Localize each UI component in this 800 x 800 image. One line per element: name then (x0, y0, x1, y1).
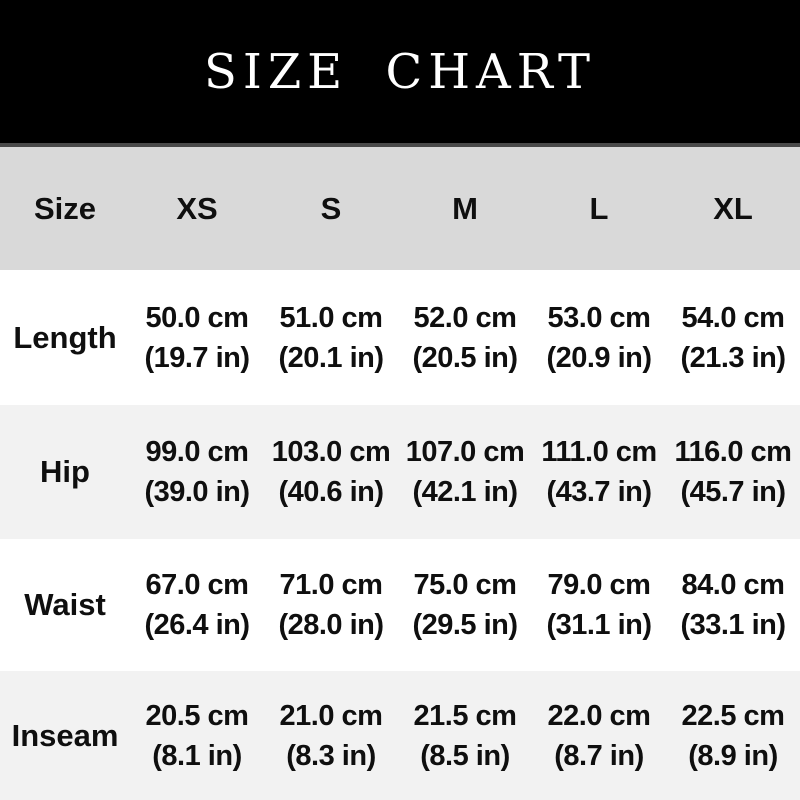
cm-value: 103.0 cm (271, 436, 391, 468)
measurement-cell-inseam-xs: 20.5 cm (8.1 in) (130, 696, 264, 776)
in-value: (33.1 in) (680, 609, 786, 641)
measurement-cell-length-s: 51.0 cm (20.1 in) (264, 298, 398, 378)
cm-value: 21.0 cm (279, 699, 383, 732)
in-value: (20.1 in) (278, 341, 384, 374)
measurement-cell-inseam-xl: 22.5 cm (8.9 in) (666, 696, 800, 776)
measurement-cell-hip-l: 111.0 cm (43.7 in) (532, 432, 666, 512)
cm-value: 71.0 cm (279, 569, 383, 601)
measurement-cell-length-m: 52.0 cm (20.5 in) (398, 298, 532, 378)
row-label-hip: Hip (40, 454, 90, 489)
in-value: (43.7 in) (546, 476, 652, 508)
measurement-cell-inseam-l: 22.0 cm (8.7 in) (532, 696, 666, 776)
cm-value: 54.0 cm (681, 301, 785, 334)
in-value: (8.1 in) (152, 739, 242, 772)
measurement-cell-hip-xs: 99.0 cm (39.0 in) (130, 432, 264, 512)
row-label-waist: Waist (24, 587, 106, 622)
cm-value: 99.0 cm (145, 436, 249, 468)
row-label-inseam: Inseam (11, 717, 119, 753)
title-banner: SIZE CHART (0, 0, 800, 143)
table-row-length: Length 50.0 cm (19.7 in) 51.0 cm (20.1 i… (0, 270, 800, 405)
cm-value: 111.0 cm (541, 436, 657, 468)
in-value: (26.4 in) (144, 609, 250, 641)
cm-value: 75.0 cm (413, 569, 517, 601)
in-value: (29.5 in) (412, 609, 518, 641)
cm-value: 53.0 cm (547, 301, 651, 334)
in-value: (20.5 in) (412, 341, 518, 374)
measurement-cell-waist-xs: 67.0 cm (26.4 in) (130, 565, 264, 645)
header-cell-size: Size (33, 190, 97, 226)
measurement-cell-length-xs: 50.0 cm (19.7 in) (130, 298, 264, 378)
cm-value: 116.0 cm (674, 436, 792, 468)
in-value: (28.0 in) (278, 609, 384, 641)
cm-value: 107.0 cm (405, 436, 525, 468)
measurement-cell-length-xl: 54.0 cm (21.3 in) (666, 298, 800, 378)
cm-value: 20.5 cm (145, 699, 249, 732)
in-value: (39.0 in) (144, 476, 250, 508)
measurement-cell-waist-m: 75.0 cm (29.5 in) (398, 565, 532, 645)
in-value: (8.9 in) (688, 739, 778, 772)
header-cell-m: M (452, 190, 478, 226)
cm-value: 51.0 cm (279, 301, 383, 334)
header-row: Size XS S M L XL (0, 143, 800, 270)
measurement-cell-waist-l: 79.0 cm (31.1 in) (532, 565, 666, 645)
measurement-cell-waist-s: 71.0 cm (28.0 in) (264, 565, 398, 645)
cm-value: 67.0 cm (145, 569, 249, 601)
header-cell-xl: XL (713, 190, 753, 226)
in-value: (8.7 in) (554, 739, 644, 772)
measurement-cell-inseam-s: 21.0 cm (8.3 in) (264, 696, 398, 776)
cm-value: 22.5 cm (681, 699, 785, 732)
page-title: SIZE CHART (203, 43, 597, 100)
in-value: (8.3 in) (286, 739, 376, 772)
in-value: (40.6 in) (278, 476, 384, 508)
measurement-cell-hip-xl: 116.0 cm (45.7 in) (666, 432, 800, 512)
measurement-cell-hip-s: 103.0 cm (40.6 in) (264, 432, 398, 512)
table-row-hip: Hip 99.0 cm (39.0 in) 103.0 cm (40.6 in)… (0, 405, 800, 539)
in-value: (45.7 in) (680, 476, 786, 508)
measurement-cell-hip-m: 107.0 cm (42.1 in) (398, 432, 532, 512)
size-table: Size XS S M L XL Length 50.0 cm (19.7 in… (0, 143, 800, 800)
measurement-cell-inseam-m: 21.5 cm (8.5 in) (398, 696, 532, 776)
header-cell-xs: XS (176, 190, 218, 226)
measurement-cell-length-l: 53.0 cm (20.9 in) (532, 298, 666, 378)
in-value: (20.9 in) (546, 341, 652, 374)
header-cell-s: S (320, 190, 342, 226)
table-row-inseam: Inseam 20.5 cm (8.1 in) 21.0 cm (8.3 in)… (0, 671, 800, 800)
in-value: (31.1 in) (546, 609, 652, 641)
table-row-waist: Waist 67.0 cm (26.4 in) 71.0 cm (28.0 in… (0, 539, 800, 671)
in-value: (8.5 in) (420, 739, 510, 772)
in-value: (19.7 in) (144, 341, 250, 374)
cm-value: 84.0 cm (681, 569, 785, 601)
header-cell-l: L (589, 190, 609, 226)
cm-value: 50.0 cm (145, 301, 249, 334)
cm-value: 21.5 cm (413, 699, 517, 732)
in-value: (42.1 in) (412, 476, 518, 508)
row-label-length: Length (13, 319, 117, 355)
cm-value: 52.0 cm (413, 301, 517, 334)
in-value: (21.3 in) (680, 341, 786, 374)
measurement-cell-waist-xl: 84.0 cm (33.1 in) (666, 565, 800, 645)
cm-value: 79.0 cm (547, 569, 651, 601)
cm-value: 22.0 cm (547, 699, 651, 732)
